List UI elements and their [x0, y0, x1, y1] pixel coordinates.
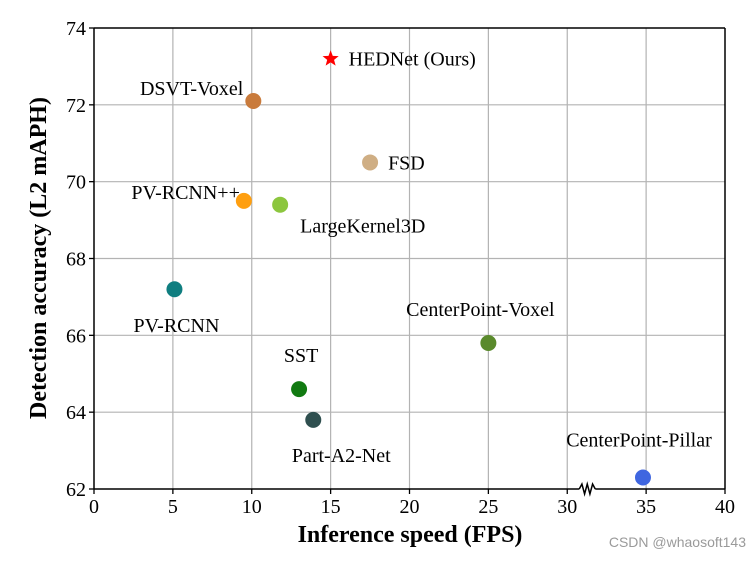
y-tick-label: 64: [66, 402, 86, 424]
data-point: [634, 469, 651, 486]
x-tick-label: 30: [557, 496, 577, 518]
data-points: [166, 50, 651, 486]
data-point: [272, 196, 289, 213]
data-point-label: FSD: [388, 152, 425, 174]
y-tick-label: 66: [66, 325, 86, 347]
y-tick-label: 70: [66, 172, 86, 194]
point-labels: HEDNet (Ours) DSVT-Voxel FSD PV-RCNN++ Large…: [131, 49, 712, 467]
x-tick-label: 15: [321, 496, 341, 518]
data-point: [166, 281, 183, 298]
y-tick-label: 68: [66, 249, 86, 271]
data-point: [305, 411, 322, 428]
x-tick-label: 20: [400, 496, 420, 518]
x-tick-label: 40: [715, 496, 735, 518]
axis-break-zigzag: [578, 481, 596, 497]
data-point: [362, 154, 379, 171]
data-point-label: CenterPoint-Voxel: [406, 299, 555, 321]
data-point-label: CenterPoint-Pillar: [566, 429, 712, 451]
x-tick-label: 0: [89, 496, 99, 518]
data-point-label: DSVT-Voxel: [140, 78, 244, 100]
data-point: [480, 335, 497, 352]
data-point-label: PV-RCNN: [133, 315, 219, 337]
y-tick-label: 74: [66, 18, 86, 40]
y-tick-label: 72: [66, 95, 86, 117]
axis-break: [578, 481, 596, 497]
y-axis-title: Detection accuracy (L2 mAPH): [26, 97, 52, 419]
data-point: [245, 92, 262, 109]
x-tick-label: 25: [478, 496, 498, 518]
data-point-label: LargeKernel3D: [300, 216, 425, 238]
data-point: [291, 381, 308, 398]
x-tick-label: 5: [168, 496, 178, 518]
data-point: [235, 192, 252, 209]
data-point-label: SST: [284, 345, 318, 367]
watermark: CSDN @whaosoft143: [608, 534, 746, 550]
data-point-label: Part-A2-Net: [292, 445, 391, 467]
x-axis-title: Inference speed (FPS): [298, 522, 523, 548]
data-point-label: HEDNet (Ours): [349, 49, 476, 71]
data-point-star: [322, 50, 339, 66]
x-tick-label: 10: [242, 496, 262, 518]
axis-ticks: 0 5 10 15 20 25 30 35 40 62 64 66 68 70 72 74: [66, 18, 735, 518]
y-tick-label: 62: [66, 479, 86, 501]
data-point-label: PV-RCNN++: [131, 182, 240, 204]
x-tick-label: 35: [636, 496, 656, 518]
